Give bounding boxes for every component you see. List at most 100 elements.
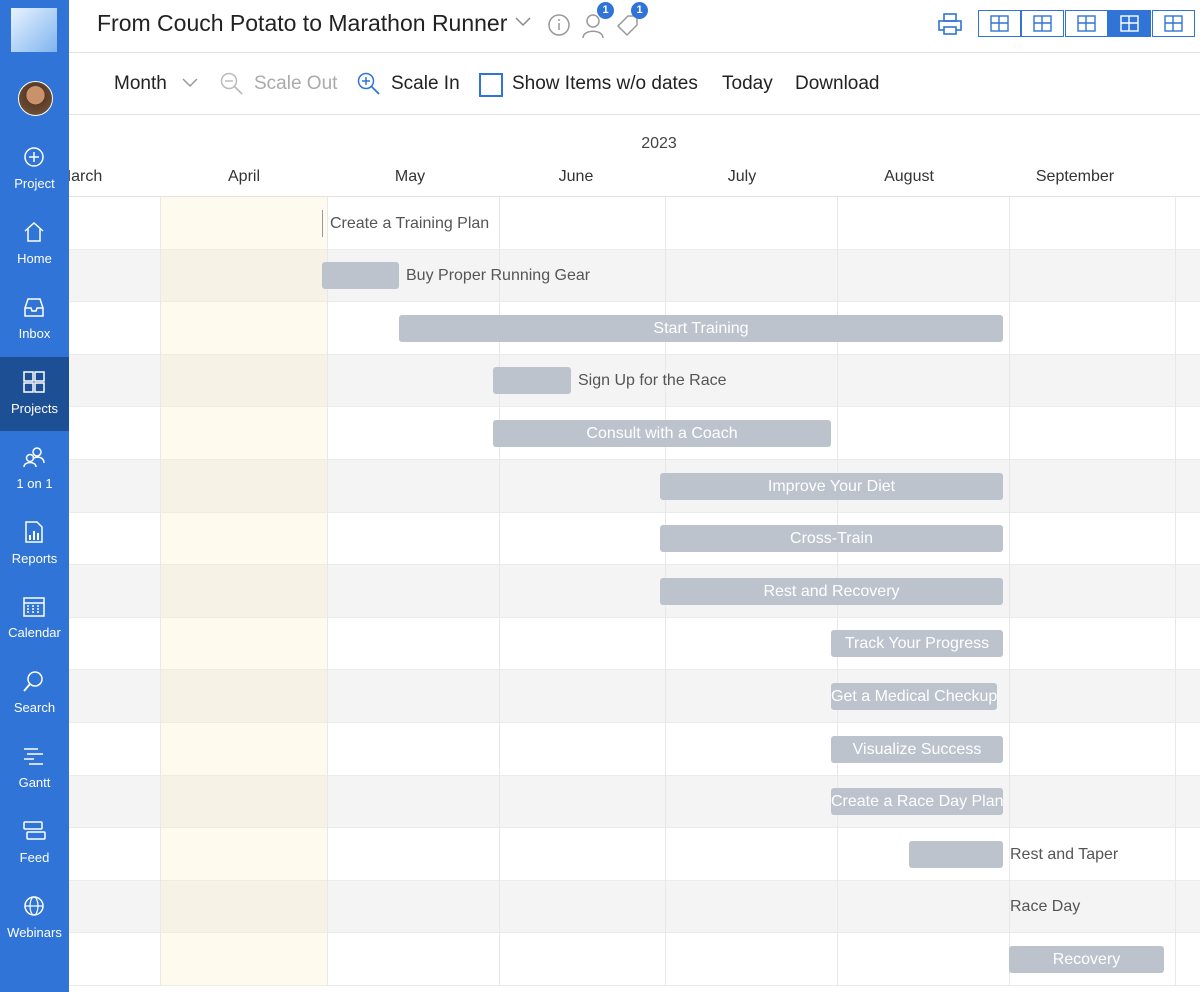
checkbox[interactable] bbox=[479, 73, 503, 97]
task-bar[interactable]: Improve Your Diet bbox=[660, 472, 1003, 500]
view-icon bbox=[1033, 15, 1053, 32]
scale-in-icon[interactable] bbox=[357, 72, 381, 96]
task-bar[interactable]: Create a Race Day Plan bbox=[831, 788, 1003, 816]
month-label: May bbox=[394, 168, 426, 185]
task-bar[interactable]: Recovery bbox=[1009, 945, 1164, 973]
nav-label: Projects bbox=[11, 400, 58, 416]
gantt-row bbox=[69, 775, 1200, 829]
nav-icon bbox=[24, 147, 44, 167]
view-button[interactable] bbox=[1064, 10, 1108, 37]
task-bar[interactable]: Get a Medical Checkup bbox=[831, 682, 997, 710]
nav-item[interactable]: Calendar bbox=[0, 581, 69, 655]
view-icon bbox=[1120, 15, 1139, 32]
task-label[interactable]: Create a Training Plan bbox=[330, 214, 490, 232]
sidebar: Project Home Inbox Projects 1 on 1 Reports Cal… bbox=[0, 0, 69, 992]
nav-item[interactable]: 1 on 1 bbox=[0, 432, 69, 506]
nav-icon bbox=[23, 671, 43, 692]
gantt-row bbox=[69, 354, 1200, 408]
task-bar[interactable]: Cross-Train bbox=[660, 525, 1003, 553]
nav-item[interactable]: Gantt bbox=[0, 731, 69, 805]
gantt-row bbox=[69, 197, 1200, 250]
nav-item[interactable]: Project bbox=[0, 132, 69, 206]
nav-icon bbox=[23, 446, 45, 467]
nav-icon bbox=[23, 821, 46, 840]
task-bar[interactable]: Visualize Success bbox=[831, 735, 1003, 763]
nav-label: Search bbox=[13, 700, 56, 716]
view-button[interactable] bbox=[978, 10, 1021, 37]
nav-icon bbox=[24, 298, 44, 317]
gantt-row bbox=[69, 512, 1200, 566]
scale-select[interactable]: Month bbox=[114, 73, 167, 94]
today-button[interactable]: Today bbox=[722, 73, 773, 94]
title-dropdown[interactable] bbox=[514, 16, 532, 28]
nav-icon bbox=[23, 370, 45, 393]
scale-out-button: Scale Out bbox=[254, 73, 338, 94]
gantt-timeline: 2023 March April May June July August Septembe… bbox=[69, 115, 1200, 992]
avatar[interactable] bbox=[18, 81, 53, 116]
gantt-row bbox=[69, 723, 1200, 776]
tags-icon[interactable] bbox=[615, 12, 641, 38]
top-bar: From Couch Potato to Marathon Runner 1 1 bbox=[69, 0, 1200, 53]
print-icon[interactable] bbox=[937, 12, 963, 36]
download-button[interactable]: Download bbox=[795, 73, 880, 94]
toolbar: Month Scale Out Scale In Show Items w/o … bbox=[69, 53, 1200, 115]
view-button[interactable] bbox=[1108, 10, 1152, 37]
task-bar[interactable] bbox=[493, 367, 571, 395]
nav-icon bbox=[25, 520, 43, 543]
nav-item[interactable]: Inbox bbox=[0, 282, 69, 356]
task-bar[interactable]: Consult with a Coach bbox=[493, 419, 831, 447]
nav-item[interactable]: Feed bbox=[0, 806, 69, 880]
nav-label: Reports bbox=[11, 550, 58, 566]
view-button[interactable] bbox=[1151, 10, 1195, 37]
info-icon[interactable] bbox=[547, 13, 571, 37]
task-label[interactable]: Rest and Taper bbox=[1010, 845, 1119, 863]
task-bar[interactable] bbox=[909, 840, 1003, 868]
view-button[interactable] bbox=[1021, 10, 1065, 37]
gantt-row bbox=[69, 302, 1200, 355]
project-title[interactable]: From Couch Potato to Marathon Runner bbox=[97, 10, 508, 36]
nav-label: Project bbox=[14, 176, 55, 191]
task-label[interactable]: Buy Proper Running Gear bbox=[406, 267, 591, 285]
month-label: March bbox=[69, 168, 103, 185]
year-label: 2023 bbox=[641, 135, 677, 152]
gantt-row bbox=[69, 670, 1200, 723]
nav-label: Calendar bbox=[8, 625, 61, 641]
members-icon[interactable] bbox=[580, 12, 606, 40]
view-icon bbox=[1077, 15, 1096, 32]
nav-label: 1 on 1 bbox=[16, 475, 53, 491]
scale-dropdown[interactable] bbox=[181, 77, 199, 89]
scale-in-button[interactable]: Scale In bbox=[391, 73, 460, 94]
nav-icon bbox=[24, 748, 43, 765]
current-month-highlight bbox=[160, 197, 327, 986]
task-bar[interactable] bbox=[322, 262, 399, 290]
task-label[interactable]: Sign Up for the Race bbox=[578, 372, 727, 390]
month-label: July bbox=[727, 168, 757, 185]
task-bar[interactable]: Track Your Progress bbox=[831, 630, 1003, 658]
nav-icon bbox=[23, 597, 45, 618]
nav-item[interactable]: Search bbox=[0, 656, 69, 730]
tags-badge: 1 bbox=[631, 2, 648, 19]
members-badge: 1 bbox=[597, 2, 614, 19]
month-gridline bbox=[1009, 197, 1010, 986]
nav-label: Inbox bbox=[18, 325, 51, 341]
task-bar[interactable]: Rest and Recovery bbox=[660, 577, 1003, 605]
view-icon bbox=[990, 15, 1009, 32]
nav-item[interactable]: Webinars bbox=[0, 881, 69, 955]
scale-out-icon bbox=[220, 72, 243, 95]
nav-icon bbox=[24, 896, 44, 916]
month-gridline bbox=[160, 197, 161, 986]
gantt-row bbox=[69, 249, 1200, 303]
app-logo[interactable] bbox=[11, 8, 57, 52]
nav-item[interactable]: Home bbox=[0, 207, 69, 281]
task-bar[interactable]: Start Training bbox=[399, 314, 1003, 342]
nav-item[interactable]: Projects bbox=[0, 356, 69, 431]
gantt-row bbox=[69, 460, 1200, 513]
show-items-label[interactable]: Show Items w/o dates bbox=[512, 73, 698, 94]
view-icon bbox=[1163, 15, 1183, 32]
month-label: June bbox=[558, 168, 594, 185]
nav-item[interactable]: Reports bbox=[0, 507, 69, 581]
nav-label: Webinars bbox=[7, 925, 62, 940]
task-label[interactable]: Race Day bbox=[1010, 898, 1081, 916]
gantt-row bbox=[69, 617, 1200, 671]
